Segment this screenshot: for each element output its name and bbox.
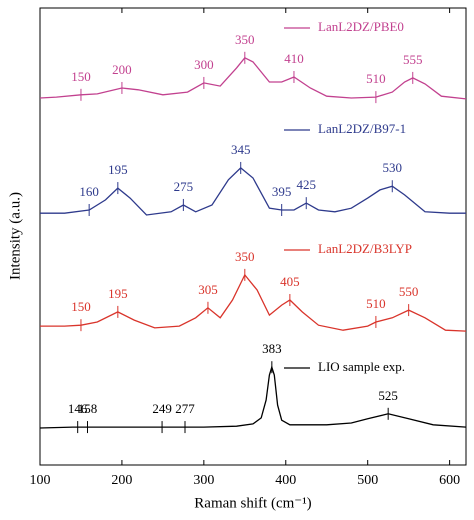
peak-label: 200 — [112, 62, 132, 77]
legend-label: LanL2DZ/B3LYP — [318, 241, 412, 256]
peak-label: 195 — [108, 286, 128, 301]
peak-label: 150 — [71, 299, 91, 314]
peak-label: 350 — [235, 249, 255, 264]
peak-label: 550 — [399, 284, 419, 299]
peak-label: 510 — [366, 71, 386, 86]
peak-label: 510 — [366, 296, 386, 311]
plot-frame — [39, 7, 467, 466]
legend-label: LIO sample exp. — [318, 359, 405, 374]
peak-label: 525 — [378, 388, 398, 403]
peak-label: 383 — [262, 341, 282, 356]
x-tick-label: 200 — [111, 473, 132, 488]
peak-label: 160 — [79, 184, 99, 199]
peak-label: 395 — [272, 184, 292, 199]
peak-label: 158 — [78, 401, 98, 416]
peak-label: 405 — [280, 274, 300, 289]
spectrum-line — [39, 365, 467, 429]
peak-label: 275 — [174, 179, 194, 194]
peak-label: 350 — [235, 32, 255, 47]
x-tick-label: 500 — [357, 473, 378, 488]
peak-label: 249 — [152, 401, 172, 416]
x-tick-label: 100 — [30, 473, 51, 488]
peak-label: 555 — [403, 52, 423, 67]
spectrum-line — [39, 56, 467, 100]
peak-label: 425 — [297, 177, 317, 192]
peak-label: 300 — [194, 57, 214, 72]
legend-label: LanL2DZ/PBE0 — [318, 19, 404, 34]
x-axis-label: Raman shift (cm⁻¹) — [194, 495, 311, 511]
peak-label: 530 — [383, 160, 403, 175]
spectrum-line — [40, 167, 466, 216]
spectrum-line — [40, 273, 467, 332]
x-tick-label: 300 — [193, 473, 214, 488]
peak-label: 277 — [175, 401, 195, 416]
x-tick-label: 400 — [275, 473, 296, 488]
y-axis-label: Intensity (a.u.) — [7, 192, 23, 280]
peak-label: 410 — [284, 51, 304, 66]
legend-label: LanL2DZ/B97-1 — [318, 121, 406, 136]
peak-label: 345 — [231, 142, 251, 157]
peak-label: 150 — [71, 69, 91, 84]
peak-label: 195 — [108, 162, 128, 177]
peak-label: 146 — [68, 401, 88, 416]
peak-label: 305 — [198, 282, 218, 297]
x-tick-label: 600 — [439, 473, 460, 488]
